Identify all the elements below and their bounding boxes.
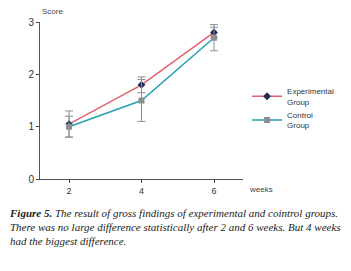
svg-text:Score: Score [42,7,63,16]
svg-text:6: 6 [211,186,216,196]
svg-text:weeks: weeks [249,185,273,194]
svg-text:4: 4 [139,186,144,196]
svg-text:1: 1 [28,121,34,132]
svg-text:3: 3 [28,17,34,28]
html-text:Figure 5. The result of gross: Figure 5. The result of gross findings o… [10,207,341,247]
svg-text:2: 2 [28,69,34,80]
svg-text:0: 0 [28,174,34,185]
svg-text:ExperimentalGroup: ExperimentalGroup [287,87,334,106]
svg-text:ControlGroup: ControlGroup [287,111,313,130]
svg-text:2: 2 [66,186,71,196]
